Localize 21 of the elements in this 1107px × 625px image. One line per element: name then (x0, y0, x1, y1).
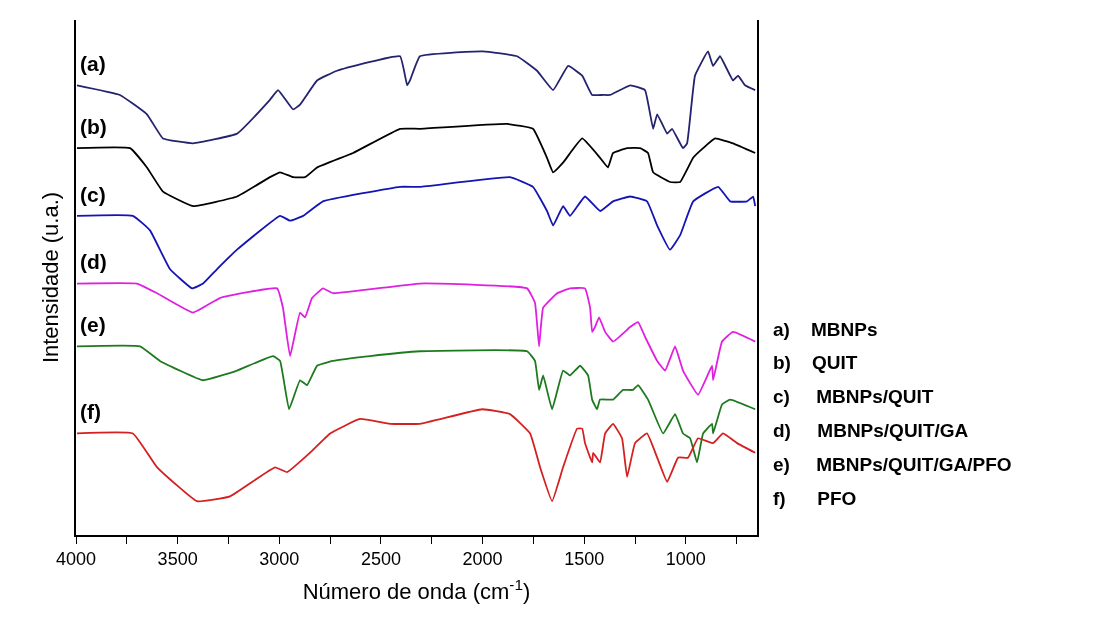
text: a) MBNPs (773, 319, 878, 340)
series-label: (a) (80, 52, 106, 75)
x-tick-label: 1000 (665, 549, 706, 570)
x-tick-label: 2500 (360, 549, 401, 570)
text: d) MBNPs/QUIT/GA (773, 420, 969, 441)
x-tick-label: 2000 (462, 549, 503, 570)
x-tick-label: 1500 (564, 549, 605, 570)
x-axis-title: Número de onda (cm$^{-1}$) (302, 575, 531, 604)
series-label: (c) (80, 183, 106, 206)
text: e) MBNPs/QUIT/GA/PFO (773, 454, 1012, 475)
x-tick-label: 3000 (259, 549, 300, 570)
series-label: (d) (80, 250, 107, 273)
text: b) QUIT (773, 352, 858, 373)
text: c) MBNPs/QUIT (773, 386, 934, 407)
series-label: (e) (80, 313, 106, 336)
series-label: (f) (80, 400, 101, 423)
x-tick-label: 4000 (55, 549, 97, 570)
text: f) PFO (773, 488, 857, 509)
x-tick-label: 3500 (157, 549, 198, 570)
y-axis-title: Intensidade (u.a.) (37, 191, 63, 364)
series-label: (b) (80, 115, 107, 138)
